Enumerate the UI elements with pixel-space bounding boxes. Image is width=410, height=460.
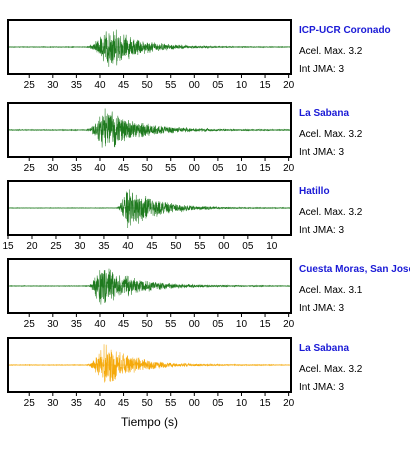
station-name: La Sabana xyxy=(299,108,349,119)
x-tick-label: 05 xyxy=(212,398,224,409)
acel-max-label: Acel. Max. 3.2 xyxy=(299,129,363,140)
x-tick-label: 15 xyxy=(259,319,271,330)
x-tick-label: 20 xyxy=(283,319,295,330)
station-name: Hatillo xyxy=(299,186,330,197)
seismogram-panel-5: 25 30 35 40 45 50 55 00 05 10 15 20 La Sabana Acel. M… xyxy=(7,337,363,409)
acel-max-label: Acel. Max. 3.2 xyxy=(299,46,363,57)
x-tick-label: 00 xyxy=(189,80,201,91)
x-tick-label: 35 xyxy=(98,241,110,252)
x-tick-label: 15 xyxy=(2,241,14,252)
x-tick-label: 10 xyxy=(236,398,248,409)
panel-frame xyxy=(7,337,292,393)
x-tick-label: 20 xyxy=(283,398,295,409)
seismogram-panel-4: 25 30 35 40 45 50 55 00 05 10 15 20 Cuesta Moras, Sa… xyxy=(7,258,410,330)
int-jma-label: Int JMA: 3 xyxy=(299,64,344,75)
panel-frame xyxy=(7,180,292,236)
x-tick-label: 20 xyxy=(283,163,295,174)
x-tick-label: 45 xyxy=(146,241,158,252)
x-tick-label: 50 xyxy=(142,163,154,174)
x-tick-label: 55 xyxy=(165,80,177,91)
x-tick-label: 50 xyxy=(142,398,154,409)
x-tick-label: 55 xyxy=(165,319,177,330)
x-tick-label: 50 xyxy=(142,80,154,91)
int-jma-label: Int JMA: 3 xyxy=(299,382,344,393)
x-tick-label: 50 xyxy=(142,319,154,330)
x-tick-label: 50 xyxy=(170,241,182,252)
acel-max-label: Acel. Max. 3.2 xyxy=(299,207,363,218)
x-tick-label: 40 xyxy=(94,398,106,409)
x-tick-label: 15 xyxy=(259,163,271,174)
x-tick-label: 45 xyxy=(118,80,130,91)
int-jma-label: Int JMA: 3 xyxy=(299,147,344,158)
x-tick-label: 45 xyxy=(118,398,130,409)
waveform-trace xyxy=(7,344,292,383)
int-jma-label: Int JMA: 3 xyxy=(299,303,344,314)
x-tick-label: 00 xyxy=(218,241,230,252)
x-tick-label: 25 xyxy=(24,319,36,330)
x-tick-label: 35 xyxy=(71,319,83,330)
int-jma-label: Int JMA: 3 xyxy=(299,225,344,236)
x-tick-label: 25 xyxy=(24,163,36,174)
seismogram-panel-1: 25 30 35 40 45 50 55 00 05 10 15 20 ICP-UCR Coronado… xyxy=(7,19,391,91)
x-tick-label: 10 xyxy=(236,319,248,330)
x-tick-label: 00 xyxy=(189,319,201,330)
x-tick-label: 15 xyxy=(259,398,271,409)
x-tick-label: 30 xyxy=(47,80,59,91)
x-tick-label: 30 xyxy=(47,398,59,409)
panel-frame xyxy=(7,258,292,314)
station-name: ICP-UCR Coronado xyxy=(299,25,391,36)
x-tick-label: 00 xyxy=(189,398,201,409)
waveform-trace xyxy=(7,268,292,305)
seismogram-panel-2: 25 30 35 40 45 50 55 00 05 10 15 20 La Sabana Acel. M… xyxy=(7,102,363,174)
x-tick-label: 40 xyxy=(94,163,106,174)
waveform-trace xyxy=(7,29,292,67)
x-tick-label: 10 xyxy=(236,80,248,91)
x-tick-label: 45 xyxy=(118,319,130,330)
x-tick-label: 30 xyxy=(47,163,59,174)
waveform-trace xyxy=(7,189,292,228)
acel-max-label: Acel. Max. 3.1 xyxy=(299,285,363,296)
x-tick-label: 20 xyxy=(26,241,38,252)
panel-frame xyxy=(7,19,292,75)
waveform-trace xyxy=(7,108,292,148)
x-tick-label: 25 xyxy=(50,241,62,252)
x-tick-label: 40 xyxy=(122,241,134,252)
x-tick-label: 30 xyxy=(47,319,59,330)
x-tick-label: 55 xyxy=(165,398,177,409)
x-tick-label: 30 xyxy=(74,241,86,252)
x-tick-label: 40 xyxy=(94,319,106,330)
x-tick-label: 05 xyxy=(212,319,224,330)
x-tick-label: 35 xyxy=(71,398,83,409)
station-name: La Sabana xyxy=(299,343,349,354)
x-tick-label: 20 xyxy=(283,80,295,91)
panel-frame xyxy=(7,102,292,158)
x-tick-label: 00 xyxy=(189,163,201,174)
x-tick-label: 40 xyxy=(94,80,106,91)
x-tick-label: 45 xyxy=(118,163,130,174)
x-tick-label: 05 xyxy=(212,80,224,91)
x-tick-label: 35 xyxy=(71,163,83,174)
x-axis-label: Tiempo (s) xyxy=(121,415,178,429)
station-name: Cuesta Moras, San Jose xyxy=(299,264,410,275)
seismogram-panel-3: 15 20 25 30 35 40 45 50 55 00 05 10 Hatillo Acel. Max… xyxy=(2,180,363,252)
x-tick-label: 25 xyxy=(24,398,36,409)
x-tick-label: 05 xyxy=(242,241,254,252)
x-tick-label: 25 xyxy=(24,80,36,91)
x-tick-label: 15 xyxy=(259,80,271,91)
x-tick-label: 55 xyxy=(165,163,177,174)
acel-max-label: Acel. Max. 3.2 xyxy=(299,364,363,375)
x-tick-label: 10 xyxy=(266,241,278,252)
x-tick-label: 55 xyxy=(194,241,206,252)
x-tick-label: 05 xyxy=(212,163,224,174)
x-tick-label: 35 xyxy=(71,80,83,91)
x-tick-label: 10 xyxy=(236,163,248,174)
